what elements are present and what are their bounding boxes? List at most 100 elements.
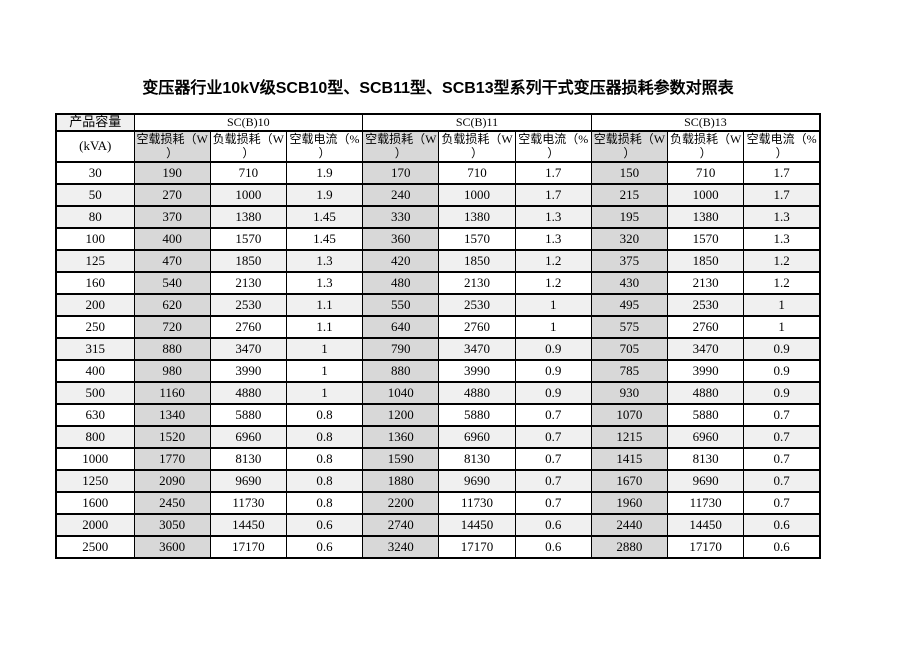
capacity-cell: 125: [55, 249, 135, 273]
value-cell: 8130: [667, 447, 745, 471]
value-cell: 14450: [438, 513, 516, 537]
capacity-cell: 80: [55, 205, 135, 229]
value-cell: 0.8: [285, 447, 364, 471]
value-cell: 0.7: [743, 447, 821, 471]
value-cell: 1340: [133, 403, 211, 427]
value-cell: 710: [209, 161, 287, 185]
value-cell: 6960: [667, 425, 745, 449]
subheader-load-loss: 负载损耗（W ）: [438, 130, 516, 163]
value-cell: 1.3: [743, 205, 821, 229]
value-cell: 195: [590, 205, 669, 229]
capacity-cell: 160: [55, 271, 135, 295]
table-row: 100 400 1570 1.45 360 1570 1.3 320 1570 1.3: [55, 227, 821, 251]
value-cell: 575: [590, 315, 669, 339]
value-cell: 0.9: [514, 381, 592, 405]
group-header-scb13: SC(B)13: [590, 113, 821, 132]
value-cell: 1: [285, 337, 364, 361]
value-cell: 480: [362, 271, 440, 295]
value-cell: 4880: [209, 381, 287, 405]
value-cell: 3470: [667, 337, 745, 361]
value-cell: 150: [590, 161, 669, 185]
value-cell: 640: [362, 315, 440, 339]
value-cell: 3050: [133, 513, 211, 537]
value-cell: 1.1: [285, 315, 364, 339]
value-cell: 1960: [590, 491, 669, 515]
table-row: 125 470 1850 1.3 420 1850 1.2 375 1850 1.2: [55, 249, 821, 273]
value-cell: 17170: [438, 535, 516, 559]
value-cell: 1: [514, 293, 592, 317]
value-cell: 2740: [362, 513, 440, 537]
value-cell: 2760: [209, 315, 287, 339]
value-cell: 0.9: [743, 359, 821, 383]
table-row: 2000 3050 14450 0.6 2740 14450 0.6 2440 14450 0.6: [55, 513, 821, 537]
value-cell: 790: [362, 337, 440, 361]
value-cell: 495: [590, 293, 669, 317]
table-row: 1250 2090 9690 0.8 1880 9690 0.7 1670 9690 0.7: [55, 469, 821, 493]
capacity-cell: 800: [55, 425, 135, 449]
value-cell: 1: [743, 293, 821, 317]
value-cell: 710: [438, 161, 516, 185]
value-cell: 360: [362, 227, 440, 251]
capacity-cell: 200: [55, 293, 135, 317]
value-cell: 1.3: [514, 227, 592, 251]
capacity-cell: 1250: [55, 469, 135, 493]
value-cell: 1520: [133, 425, 211, 449]
value-cell: 1.3: [514, 205, 592, 229]
value-cell: 705: [590, 337, 669, 361]
value-cell: 0.7: [743, 403, 821, 427]
value-cell: 1590: [362, 447, 440, 471]
capacity-cell: 1600: [55, 491, 135, 515]
value-cell: 11730: [438, 491, 516, 515]
value-cell: 1000: [438, 183, 516, 207]
subheader-no-load-current: 空载电流（% ）: [514, 130, 592, 163]
value-cell: 2450: [133, 491, 211, 515]
group-header-scb11: SC(B)11: [362, 113, 592, 132]
value-cell: 1570: [438, 227, 516, 251]
table-body: 30 190 710 1.9 170 710 1.7 150 710 1.7 50 270 1000 1.…: [55, 161, 821, 559]
value-cell: 430: [590, 271, 669, 295]
value-cell: 420: [362, 249, 440, 273]
value-cell: 0.7: [514, 447, 592, 471]
value-cell: 0.6: [285, 513, 364, 537]
value-cell: 3990: [438, 359, 516, 383]
value-cell: 320: [590, 227, 669, 251]
value-cell: 1040: [362, 381, 440, 405]
value-cell: 0.7: [514, 425, 592, 449]
value-cell: 1850: [667, 249, 745, 273]
value-cell: 2530: [438, 293, 516, 317]
value-cell: 330: [362, 205, 440, 229]
value-cell: 0.6: [285, 535, 364, 559]
value-cell: 620: [133, 293, 211, 317]
value-cell: 0.8: [285, 469, 364, 493]
value-cell: 3470: [438, 337, 516, 361]
value-cell: 1570: [667, 227, 745, 251]
value-cell: 1.45: [285, 205, 364, 229]
value-cell: 5880: [667, 403, 745, 427]
value-cell: 11730: [667, 491, 745, 515]
value-cell: 1.2: [514, 271, 592, 295]
capacity-cell: 500: [55, 381, 135, 405]
value-cell: 0.9: [743, 381, 821, 405]
value-cell: 0.8: [285, 425, 364, 449]
value-cell: 370: [133, 205, 211, 229]
value-cell: 2530: [667, 293, 745, 317]
value-cell: 2130: [438, 271, 516, 295]
value-cell: 3990: [209, 359, 287, 383]
capacity-cell: 630: [55, 403, 135, 427]
value-cell: 1.45: [285, 227, 364, 251]
value-cell: 0.7: [514, 403, 592, 427]
value-cell: 9690: [438, 469, 516, 493]
table-row: 30 190 710 1.9 170 710 1.7 150 710 1.7: [55, 161, 821, 185]
value-cell: 1.7: [514, 183, 592, 207]
value-cell: 1.2: [743, 271, 821, 295]
value-cell: 1: [743, 315, 821, 339]
value-cell: 1000: [209, 183, 287, 207]
subheader-no-load-current: 空载电流（% ）: [743, 130, 821, 163]
value-cell: 0.6: [743, 535, 821, 559]
value-cell: 1.7: [743, 183, 821, 207]
value-cell: 170: [362, 161, 440, 185]
table-row: 2500 3600 17170 0.6 3240 17170 0.6 2880 17170 0.6: [55, 535, 821, 559]
value-cell: 0.7: [743, 491, 821, 515]
table-row: 250 720 2760 1.1 640 2760 1 575 2760 1: [55, 315, 821, 339]
value-cell: 1.7: [743, 161, 821, 185]
